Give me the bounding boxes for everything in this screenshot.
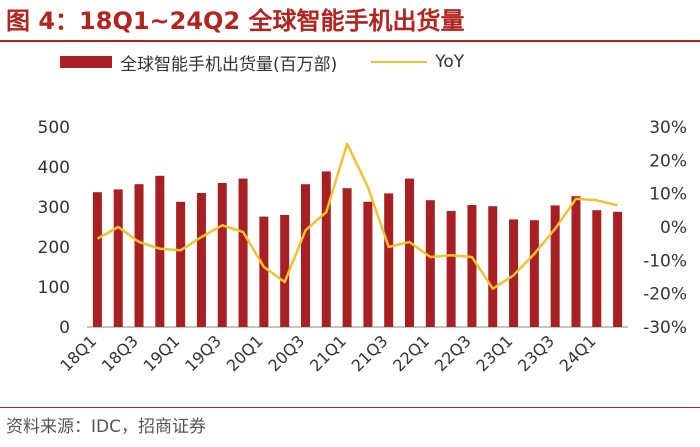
source-note: 资料来源：IDC，招商证券: [6, 417, 206, 437]
bar-22Q4: [488, 206, 498, 327]
bar-18Q3: [134, 184, 144, 327]
x-tick-label-19Q3: 19Q3: [181, 331, 225, 375]
bar-22Q3: [467, 205, 477, 327]
x-tick-label-24Q1: 24Q1: [556, 331, 600, 375]
legend-line-swatch: [371, 61, 428, 63]
x-tick-label-21Q1: 21Q1: [306, 331, 350, 375]
x-tick-label-22Q3: 22Q3: [431, 331, 475, 375]
bar-19Q1: [176, 201, 186, 327]
legend: 全球智能手机出货量(百万部) YoY: [60, 50, 465, 75]
y-right-tick-label: 0%: [660, 218, 687, 238]
x-tick-label-22Q1: 22Q1: [389, 331, 433, 375]
bar-24Q2: [613, 211, 623, 327]
x-tick-label-23Q1: 23Q1: [472, 331, 516, 375]
x-tick-label-19Q1: 19Q1: [140, 331, 184, 375]
yoy-line: [96, 142, 618, 290]
y-left-tick-label: 300: [38, 198, 70, 218]
x-tick-label-23Q3: 23Q3: [514, 331, 558, 375]
bar-23Q2: [529, 220, 539, 327]
bar-21Q1: [342, 188, 352, 327]
x-tick-label-20Q3: 20Q3: [264, 331, 308, 375]
bar-21Q3: [384, 193, 394, 327]
title-divider: [0, 40, 700, 42]
x-tick-label-21Q3: 21Q3: [348, 331, 392, 375]
legend-bar-label: 全球智能手机出货量(百万部): [120, 54, 338, 75]
y-right-tick-label: -10%: [643, 251, 687, 271]
bar-20Q1: [259, 216, 269, 327]
bar-18Q4: [155, 175, 165, 327]
bar-22Q2: [446, 211, 456, 327]
x-tick-label-18Q3: 18Q3: [98, 331, 142, 375]
bar-21Q2: [363, 201, 373, 327]
y-left-tick-label: 400: [38, 158, 70, 178]
bar-19Q2: [196, 193, 206, 327]
bar-20Q2: [280, 215, 290, 327]
y-left-tick-label: 100: [38, 278, 70, 298]
bar-18Q1: [92, 192, 102, 327]
y-right-tick-label: 30%: [649, 118, 687, 138]
y-left-tick-label: 200: [38, 238, 70, 258]
y-right-tick-label: -20%: [643, 285, 687, 305]
bar-19Q3: [217, 183, 227, 327]
bar-20Q4: [321, 171, 331, 327]
source-divider: [0, 407, 700, 408]
y-left-tick-label: 0: [59, 318, 70, 338]
y-right-tick-label: -30%: [643, 318, 687, 338]
legend-line-label: YoY: [435, 52, 465, 72]
bar-18Q2: [113, 189, 123, 327]
bar-20Q3: [300, 184, 310, 327]
bar-23Q3: [550, 205, 560, 327]
chart-title: 图 4：18Q1~24Q2 全球智能手机出货量: [6, 7, 465, 35]
bar-24Q1: [592, 210, 602, 327]
x-tick-label-20Q1: 20Q1: [223, 331, 267, 375]
y-right-tick-label: 10%: [649, 185, 687, 205]
legend-bar-swatch: [60, 56, 112, 68]
bar-21Q4: [405, 178, 415, 327]
bar-23Q4: [571, 196, 581, 327]
bar-22Q1: [425, 200, 435, 327]
bar-23Q1: [509, 219, 519, 327]
y-right-tick-label: 20%: [649, 151, 687, 171]
y-left-tick-label: 500: [38, 118, 70, 138]
bar-19Q4: [238, 178, 248, 327]
